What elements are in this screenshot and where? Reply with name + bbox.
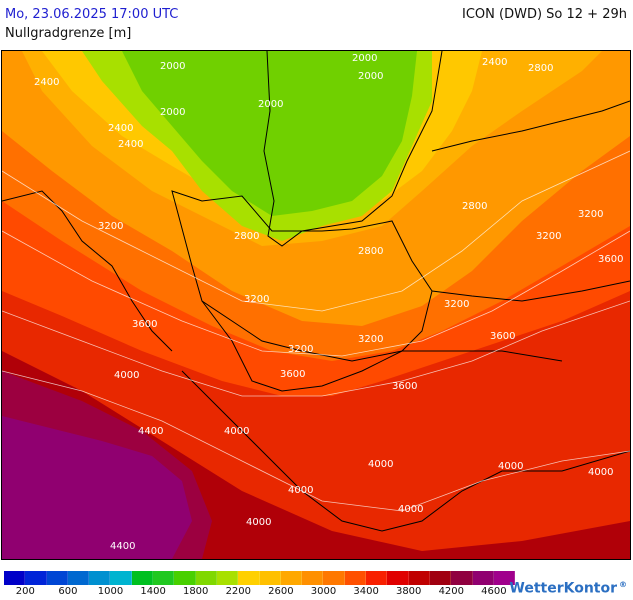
contour-label: 2400 <box>108 123 133 134</box>
coastline-north <box>263 51 443 247</box>
legend-label: 3000 <box>310 586 337 597</box>
border-central <box>201 300 563 392</box>
legend-label: 1400 <box>140 586 166 597</box>
contour-label: 4000 <box>588 467 613 478</box>
contour-label: 3600 <box>280 369 305 380</box>
contour-label: 3200 <box>244 294 269 305</box>
contour-2800 <box>2 150 630 312</box>
contour-label: 4000 <box>368 459 393 470</box>
contour-label: 3200 <box>98 221 123 232</box>
contour-label: 2400 <box>34 77 59 88</box>
contour-label: 3600 <box>392 381 417 392</box>
legend-swatch <box>216 571 239 585</box>
border-germany <box>171 190 433 362</box>
contour-label: 4400 <box>138 426 163 437</box>
map-canvas: 2000 2000 2000 2000 2000 2400 2400 2400 … <box>2 51 630 559</box>
valid-time: Mo, 23.06.2025 17:00 UTC <box>5 7 179 22</box>
brand-name: WetterKontor <box>509 580 617 597</box>
legend-swatch <box>280 571 303 585</box>
legend-label: 200 <box>15 586 35 597</box>
contour-label: 4000 <box>398 504 423 515</box>
contour-label: 2800 <box>234 231 259 242</box>
legend-label: 600 <box>58 586 78 597</box>
legend-label: 3400 <box>353 586 379 597</box>
legend-label: 2200 <box>225 586 252 597</box>
contour-label: 2000 <box>358 71 383 82</box>
legend-label: 2600 <box>268 586 294 597</box>
parameter-title: Nullgradgrenze [m] <box>5 26 132 41</box>
legend-swatch <box>493 571 516 585</box>
contour-label: 4000 <box>288 485 313 496</box>
legend-label: 4600 <box>481 586 507 597</box>
model-run: ICON (DWD) So 12 + 29h <box>462 7 627 22</box>
contour-label: 3200 <box>444 299 469 310</box>
contour-label: 3200 <box>578 209 603 220</box>
contour-label: 3200 <box>536 231 561 242</box>
contour-label: 2800 <box>462 201 487 212</box>
legend-swatch <box>429 571 452 585</box>
legend-swatch <box>259 571 281 585</box>
contour-label: 2000 <box>160 61 185 72</box>
contour-label: 2000 <box>352 53 377 64</box>
legend-swatch <box>67 571 90 585</box>
legend-label: 3800 <box>395 586 422 597</box>
legend-label: 1000 <box>97 586 124 597</box>
legend-swatch <box>451 571 473 585</box>
border-east <box>431 280 630 302</box>
legend-swatch <box>174 571 196 585</box>
legend-swatch <box>472 571 494 585</box>
legend-swatch <box>238 571 260 585</box>
legend-swatch <box>131 571 154 585</box>
coastline-west <box>2 190 173 352</box>
band-4600 <box>2 416 192 559</box>
brand-logo: WetterKontor ® <box>509 580 627 597</box>
contour-label: 4000 <box>224 426 249 437</box>
contour-3600 <box>2 300 630 397</box>
contour-label: 3200 <box>358 334 383 345</box>
band-2000 <box>122 51 417 216</box>
legend-swatch <box>25 571 47 585</box>
legend-swatch <box>408 571 430 585</box>
contour-4000 <box>2 370 630 512</box>
contour-label: 2400 <box>118 139 143 150</box>
contour-label: 3600 <box>490 331 515 342</box>
legend-swatch <box>89 571 111 585</box>
contour-label: 2800 <box>358 246 383 257</box>
legend-swatch <box>366 571 388 585</box>
contour-label: 3600 <box>132 319 157 330</box>
contour-3200 <box>2 230 630 357</box>
contour-label: 2800 <box>528 63 553 74</box>
legend-swatch <box>195 571 217 585</box>
color-scale-legend <box>4 571 516 585</box>
contour-label: 4000 <box>246 517 271 528</box>
contour-label: 4000 <box>498 461 523 472</box>
legend-swatch <box>110 571 132 585</box>
contour-label: 3200 <box>288 344 313 355</box>
legend-label: 4200 <box>438 586 465 597</box>
legend-swatch <box>387 571 409 585</box>
legend-swatch <box>153 571 175 585</box>
contour-label: 4400 <box>110 541 135 552</box>
legend-label: 1800 <box>182 586 209 597</box>
legend-swatch <box>344 571 367 585</box>
brand-mark: ® <box>619 580 627 589</box>
coastline-east <box>431 100 630 152</box>
legend-swatch <box>323 571 345 585</box>
color-scale-labels: 200 600 1000 1400 1800 2200 2600 3000 3400 3800 42… <box>0 586 633 600</box>
contour-label: 2000 <box>258 99 283 110</box>
contour-label: 2400 <box>482 57 507 68</box>
legend-swatch <box>4 571 26 585</box>
legend-swatch <box>46 571 68 585</box>
legend-swatch <box>302 571 324 585</box>
freezing-level-map[interactable]: 2000 2000 2000 2000 2000 2400 2400 2400 … <box>1 50 631 560</box>
contour-label: 2000 <box>160 107 185 118</box>
contour-label: 3600 <box>598 254 623 265</box>
contour-label: 4000 <box>114 370 139 381</box>
